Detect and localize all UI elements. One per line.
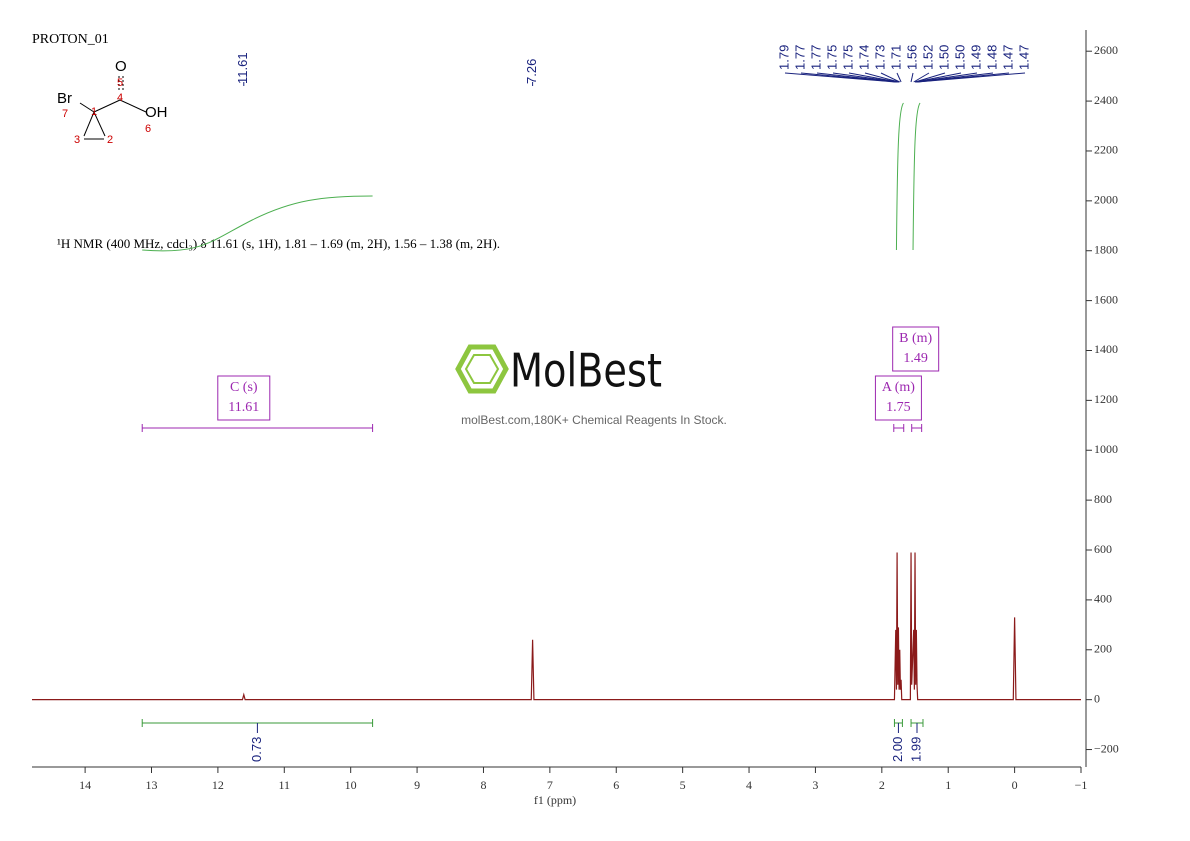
multiplet-box — [892, 326, 940, 372]
peak-label: 1.48 — [984, 45, 999, 70]
atom-number: 1 — [91, 106, 97, 118]
integral-curve — [895, 102, 904, 251]
experiment-title: PROTON_01 — [32, 32, 109, 47]
atom-number: 4 — [117, 92, 123, 104]
atom: OH — [145, 104, 168, 121]
peak-label: 1.47 — [1000, 45, 1015, 70]
x-tick-label: 14 — [79, 778, 91, 792]
peak-label: 1.75 — [840, 45, 855, 70]
peak-label: 1.50 — [952, 45, 967, 70]
multiplet-shift: 1.75 — [886, 400, 911, 415]
peak-label: 1.74 — [856, 45, 871, 70]
y-tick-label: 400 — [1094, 592, 1112, 606]
peak-connector — [864, 72, 900, 83]
multiplet-shift: 11.61 — [228, 400, 259, 415]
peak-connector — [880, 72, 900, 83]
x-tick-label: 8 — [480, 778, 486, 792]
x-tick-label: 10 — [345, 778, 357, 792]
y-tick-label: 1600 — [1094, 292, 1118, 306]
bond — [93, 99, 121, 113]
x-tick-label: 1 — [945, 778, 951, 792]
y-tick-label: 2400 — [1094, 93, 1118, 107]
bond — [83, 111, 95, 137]
peak-connector — [914, 72, 946, 83]
x-tick-label: 4 — [746, 778, 752, 792]
y-tick-label: 200 — [1094, 642, 1112, 656]
atom-number: 3 — [74, 134, 80, 146]
peak-label: 1.75 — [824, 45, 839, 70]
multiplet-box — [874, 375, 922, 421]
peak-label: 1.56 — [904, 45, 919, 70]
y-tick-label: 0 — [1094, 691, 1100, 705]
x-tick-label: 3 — [812, 778, 818, 792]
atom-number: 6 — [145, 123, 151, 135]
x-tick-label: 2 — [879, 778, 885, 792]
y-tick-label: 800 — [1094, 492, 1112, 506]
atom-number: 7 — [62, 108, 68, 120]
x-tick-label: 7 — [547, 778, 553, 792]
structure: Br O OH 1 2 3 4 5 6 7 — [57, 58, 168, 146]
atom-number: 2 — [107, 134, 113, 146]
peak-label: 7.26 — [524, 59, 539, 84]
y-tick-label: 1000 — [1094, 442, 1118, 456]
peak-label: 1.77 — [808, 45, 823, 70]
y-tick-label: 600 — [1094, 542, 1112, 556]
bond — [79, 102, 95, 113]
x-tick-label: 13 — [146, 778, 158, 792]
x-tick-label: 11 — [279, 778, 291, 792]
peak-connector — [913, 72, 930, 83]
logo-text: MolBest — [510, 344, 662, 398]
multiplet-shift: 1.49 — [903, 351, 928, 366]
peak-label: 1.73 — [872, 45, 887, 70]
y-tick-label: 2000 — [1094, 193, 1118, 207]
spectrum-line — [32, 552, 1081, 701]
multiplet-box — [217, 375, 271, 421]
peak-label: 1.49 — [968, 45, 983, 70]
atom: Br — [57, 90, 72, 107]
integral-label: 0.73 — [249, 737, 264, 762]
y-tick-label: 1800 — [1094, 242, 1118, 256]
bond — [119, 99, 147, 113]
watermark-tagline: molBest.com,180K+ Chemical Reagents In S… — [461, 413, 727, 427]
integral-curve — [142, 195, 373, 252]
watermark: MolBest molBest.com,180K+ Chemical Reage… — [455, 344, 727, 427]
peak-connector — [896, 72, 902, 83]
peak-label: 1.71 — [888, 45, 903, 70]
nmr-description: ¹H NMR (400 MHz, cdcl₃) δ 11.61 (s, 1H),… — [57, 236, 500, 251]
peak-label: 1.52 — [920, 45, 935, 70]
x-axis-label: f1 (ppm) — [534, 793, 576, 807]
atom-number: 5 — [117, 77, 123, 89]
peak-label: 11.61 — [235, 52, 250, 84]
logo-hexagon — [455, 344, 509, 394]
multiplet-name: A (m) — [882, 380, 915, 395]
peak-connector — [816, 72, 898, 83]
y-tick-label: 1400 — [1094, 342, 1118, 356]
y-tick-label: −200 — [1094, 741, 1119, 755]
y-tick-label: 2200 — [1094, 143, 1118, 157]
x-tick-label: 6 — [613, 778, 619, 792]
y-tick-label: 2600 — [1094, 43, 1118, 57]
peak-label: 1.77 — [792, 45, 807, 70]
peak-connector — [910, 72, 914, 83]
x-tick-label: 0 — [1012, 778, 1018, 792]
peak-label: 1.50 — [936, 45, 951, 70]
x-tick-label: 12 — [212, 778, 224, 792]
integral-curve — [912, 102, 921, 251]
peak-label: 1.79 — [776, 45, 791, 70]
logo-ring — [464, 354, 500, 384]
x-tick-label: −1 — [1075, 778, 1088, 792]
y-tick-label: 1200 — [1094, 392, 1118, 406]
x-tick-label: 9 — [414, 778, 420, 792]
bond — [93, 111, 106, 137]
integral-label: 2.00 — [890, 737, 905, 762]
peak-connector — [848, 72, 899, 83]
peak-label: 1.47 — [1016, 45, 1031, 70]
multiplet-name: C (s) — [230, 380, 258, 395]
x-tick-label: 5 — [680, 778, 686, 792]
peak-connector — [916, 72, 1026, 83]
integral-label: 1.99 — [908, 737, 923, 762]
atom: O — [115, 58, 127, 75]
multiplet-name: B (m) — [899, 331, 932, 346]
